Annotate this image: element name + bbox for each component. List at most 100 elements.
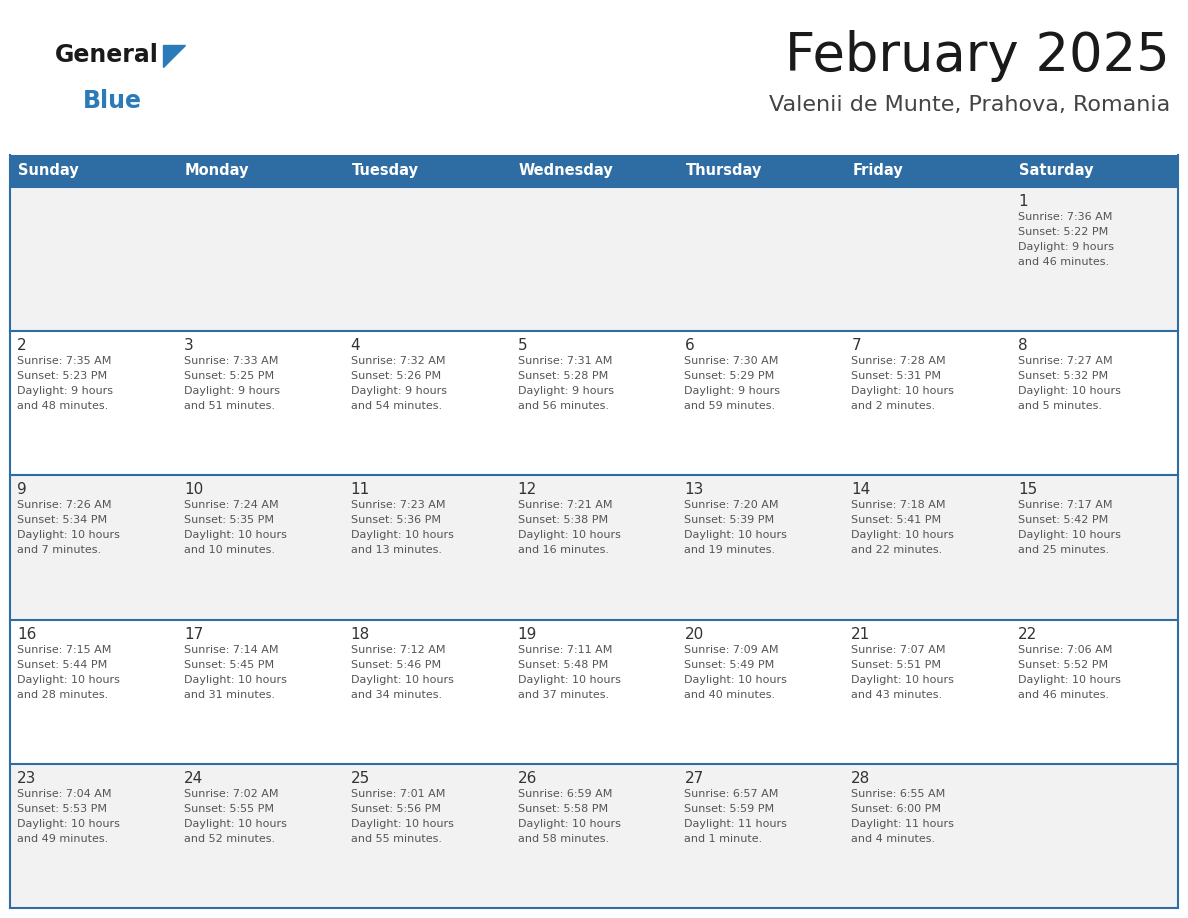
Text: Daylight: 10 hours: Daylight: 10 hours xyxy=(684,675,788,685)
Text: Daylight: 10 hours: Daylight: 10 hours xyxy=(17,819,120,829)
Text: Sunset: 6:00 PM: Sunset: 6:00 PM xyxy=(852,804,941,813)
Text: 25: 25 xyxy=(350,771,369,786)
Text: Daylight: 10 hours: Daylight: 10 hours xyxy=(184,675,286,685)
Text: Sunset: 5:41 PM: Sunset: 5:41 PM xyxy=(852,515,941,525)
Text: Sunset: 5:44 PM: Sunset: 5:44 PM xyxy=(17,660,107,669)
Text: Daylight: 10 hours: Daylight: 10 hours xyxy=(17,531,120,541)
Text: Monday: Monday xyxy=(185,163,249,178)
Text: 4: 4 xyxy=(350,338,360,353)
Text: and 46 minutes.: and 46 minutes. xyxy=(1018,689,1110,700)
Text: Sunset: 5:42 PM: Sunset: 5:42 PM xyxy=(1018,515,1108,525)
Text: Sunrise: 7:02 AM: Sunrise: 7:02 AM xyxy=(184,789,278,799)
Text: Sunset: 5:48 PM: Sunset: 5:48 PM xyxy=(518,660,608,669)
Text: Sunset: 5:26 PM: Sunset: 5:26 PM xyxy=(350,371,441,381)
Text: 2: 2 xyxy=(17,338,26,353)
Text: Sunset: 5:55 PM: Sunset: 5:55 PM xyxy=(184,804,274,813)
Text: Sunday: Sunday xyxy=(18,163,78,178)
Text: Sunset: 5:32 PM: Sunset: 5:32 PM xyxy=(1018,371,1108,381)
Text: Sunset: 5:39 PM: Sunset: 5:39 PM xyxy=(684,515,775,525)
Text: Sunrise: 7:27 AM: Sunrise: 7:27 AM xyxy=(1018,356,1113,366)
Text: Daylight: 10 hours: Daylight: 10 hours xyxy=(17,675,120,685)
Text: Daylight: 9 hours: Daylight: 9 hours xyxy=(684,386,781,397)
Text: Sunset: 5:56 PM: Sunset: 5:56 PM xyxy=(350,804,441,813)
Text: and 34 minutes.: and 34 minutes. xyxy=(350,689,442,700)
Text: Sunrise: 7:14 AM: Sunrise: 7:14 AM xyxy=(184,644,278,655)
Bar xyxy=(10,764,1178,908)
Text: Sunset: 5:28 PM: Sunset: 5:28 PM xyxy=(518,371,608,381)
Text: 12: 12 xyxy=(518,482,537,498)
Text: Sunrise: 7:31 AM: Sunrise: 7:31 AM xyxy=(518,356,612,366)
Text: and 25 minutes.: and 25 minutes. xyxy=(1018,545,1110,555)
Text: 5: 5 xyxy=(518,338,527,353)
Text: Sunset: 5:36 PM: Sunset: 5:36 PM xyxy=(350,515,441,525)
Text: Sunset: 5:25 PM: Sunset: 5:25 PM xyxy=(184,371,274,381)
Text: 9: 9 xyxy=(17,482,27,498)
Text: Sunrise: 7:06 AM: Sunrise: 7:06 AM xyxy=(1018,644,1112,655)
Text: and 28 minutes.: and 28 minutes. xyxy=(17,689,108,700)
Text: Sunrise: 7:17 AM: Sunrise: 7:17 AM xyxy=(1018,500,1113,510)
Text: Sunset: 5:49 PM: Sunset: 5:49 PM xyxy=(684,660,775,669)
Text: Sunrise: 7:11 AM: Sunrise: 7:11 AM xyxy=(518,644,612,655)
Text: 26: 26 xyxy=(518,771,537,786)
Text: Daylight: 10 hours: Daylight: 10 hours xyxy=(1018,386,1121,397)
Text: 14: 14 xyxy=(852,482,871,498)
Text: Sunset: 5:46 PM: Sunset: 5:46 PM xyxy=(350,660,441,669)
Text: Sunset: 5:35 PM: Sunset: 5:35 PM xyxy=(184,515,274,525)
Text: Sunset: 5:22 PM: Sunset: 5:22 PM xyxy=(1018,227,1108,237)
Text: Sunrise: 7:09 AM: Sunrise: 7:09 AM xyxy=(684,644,779,655)
Text: Sunrise: 7:33 AM: Sunrise: 7:33 AM xyxy=(184,356,278,366)
Text: Daylight: 9 hours: Daylight: 9 hours xyxy=(184,386,280,397)
Text: 21: 21 xyxy=(852,627,871,642)
Bar xyxy=(10,620,1178,764)
Text: and 19 minutes.: and 19 minutes. xyxy=(684,545,776,555)
Text: Tuesday: Tuesday xyxy=(352,163,418,178)
Text: Sunrise: 7:07 AM: Sunrise: 7:07 AM xyxy=(852,644,946,655)
Text: and 22 minutes.: and 22 minutes. xyxy=(852,545,942,555)
Text: Sunset: 5:52 PM: Sunset: 5:52 PM xyxy=(1018,660,1108,669)
Text: 20: 20 xyxy=(684,627,703,642)
Text: Sunrise: 7:01 AM: Sunrise: 7:01 AM xyxy=(350,789,446,799)
Text: 27: 27 xyxy=(684,771,703,786)
Text: Sunrise: 7:23 AM: Sunrise: 7:23 AM xyxy=(350,500,446,510)
Text: Daylight: 11 hours: Daylight: 11 hours xyxy=(684,819,788,829)
Text: 22: 22 xyxy=(1018,627,1037,642)
Text: Daylight: 10 hours: Daylight: 10 hours xyxy=(852,386,954,397)
Text: Daylight: 10 hours: Daylight: 10 hours xyxy=(1018,675,1121,685)
Text: Sunrise: 7:26 AM: Sunrise: 7:26 AM xyxy=(17,500,112,510)
Bar xyxy=(10,476,1178,620)
Text: Saturday: Saturday xyxy=(1019,163,1094,178)
Text: and 4 minutes.: and 4 minutes. xyxy=(852,834,935,844)
Text: and 55 minutes.: and 55 minutes. xyxy=(350,834,442,844)
Text: Sunset: 5:23 PM: Sunset: 5:23 PM xyxy=(17,371,107,381)
Text: and 43 minutes.: and 43 minutes. xyxy=(852,689,942,700)
Text: and 40 minutes.: and 40 minutes. xyxy=(684,689,776,700)
Text: Sunrise: 6:57 AM: Sunrise: 6:57 AM xyxy=(684,789,779,799)
Text: Wednesday: Wednesday xyxy=(519,163,613,178)
Text: and 58 minutes.: and 58 minutes. xyxy=(518,834,608,844)
Text: 19: 19 xyxy=(518,627,537,642)
Text: General: General xyxy=(55,43,159,67)
Text: and 2 minutes.: and 2 minutes. xyxy=(852,401,935,411)
Text: Sunset: 5:58 PM: Sunset: 5:58 PM xyxy=(518,804,608,813)
Text: Sunrise: 7:20 AM: Sunrise: 7:20 AM xyxy=(684,500,779,510)
Text: 3: 3 xyxy=(184,338,194,353)
Text: Sunrise: 7:12 AM: Sunrise: 7:12 AM xyxy=(350,644,446,655)
Text: and 31 minutes.: and 31 minutes. xyxy=(184,689,274,700)
Text: 6: 6 xyxy=(684,338,694,353)
Text: Sunrise: 7:24 AM: Sunrise: 7:24 AM xyxy=(184,500,278,510)
Text: and 16 minutes.: and 16 minutes. xyxy=(518,545,608,555)
Polygon shape xyxy=(163,45,185,67)
Text: 8: 8 xyxy=(1018,338,1028,353)
Text: and 48 minutes.: and 48 minutes. xyxy=(17,401,108,411)
Text: Daylight: 10 hours: Daylight: 10 hours xyxy=(518,819,620,829)
Text: Blue: Blue xyxy=(83,89,143,113)
Text: Daylight: 9 hours: Daylight: 9 hours xyxy=(350,386,447,397)
Text: and 37 minutes.: and 37 minutes. xyxy=(518,689,608,700)
Text: Daylight: 11 hours: Daylight: 11 hours xyxy=(852,819,954,829)
Text: Sunrise: 7:21 AM: Sunrise: 7:21 AM xyxy=(518,500,612,510)
Text: 11: 11 xyxy=(350,482,369,498)
Text: 17: 17 xyxy=(184,627,203,642)
Text: Sunrise: 7:35 AM: Sunrise: 7:35 AM xyxy=(17,356,112,366)
Text: and 10 minutes.: and 10 minutes. xyxy=(184,545,274,555)
Text: 24: 24 xyxy=(184,771,203,786)
